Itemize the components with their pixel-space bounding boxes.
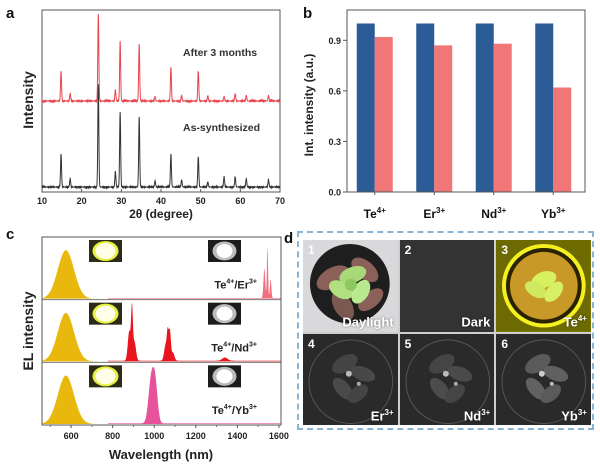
photo-number: 2 [404, 243, 412, 257]
panel-c-frame [41, 236, 282, 426]
y-tick-label: 0.9 [328, 36, 341, 46]
x-tick-label: 30 [116, 196, 126, 206]
inset-visible-led [89, 240, 122, 262]
panel-letter-b: b [303, 5, 312, 22]
x-tick-label: 60 [235, 196, 245, 206]
panel-d-photo-grid: 1 Daylight 2 Dark 3 Te4+ [297, 231, 594, 430]
x-tick-label: 1400 [227, 431, 247, 441]
photo-label: Te4+ [563, 314, 587, 330]
plant-er-image [308, 338, 394, 424]
nir-emission-band [107, 247, 281, 299]
visible-emission-band [42, 375, 108, 424]
x-tick-label: 1200 [186, 431, 206, 441]
nir-emission-band [107, 366, 281, 424]
panel-b-y-ticks: 0.0 0.3 0.6 0.9 [328, 36, 347, 198]
photo-number: 4 [308, 336, 315, 351]
x-tick-label: 20 [77, 196, 87, 206]
inset-visible-led [89, 302, 122, 325]
y-tick-label: 0.6 [328, 86, 341, 96]
panel-letter-a: a [6, 5, 15, 22]
subplot-label: Te4+/Er3+ [214, 279, 257, 292]
visible-emission-band [42, 250, 108, 299]
photo-te-illumination: 3 Te4+ [496, 240, 591, 332]
plant-nd-image [405, 338, 490, 424]
panel-b-bars [356, 23, 572, 193]
x-tick-label: 800 [105, 431, 120, 441]
inset-nir-led [208, 240, 241, 262]
bar-after-te [374, 36, 393, 192]
panel-b-ylabel: Int. intensity (a.u.) [302, 54, 316, 157]
xrd-series-after-3-months [41, 14, 281, 104]
x-tick-label-yb: Yb3+ [541, 206, 566, 221]
photo-label: Dark [461, 314, 491, 330]
bar-after-yb [553, 87, 572, 192]
y-tick-label: 0.3 [328, 137, 341, 147]
visible-emission-band [42, 312, 108, 362]
plant-yb-image [501, 338, 587, 424]
x-tick-label-er: Er3+ [423, 206, 445, 221]
panel-letter-d-wrap: d [284, 230, 293, 247]
panel-c-xlabel: Wavelength (nm) [109, 447, 213, 462]
inset-nir-led [208, 302, 241, 325]
panel-c-el-chart: c Te4+/Er3+ Te4+/Nd3+ Te4+/Yb3+ 600 800 1000… [6, 226, 289, 462]
x-tick-label: 1000 [144, 431, 164, 441]
photo-number: 3 [501, 243, 509, 257]
photo-label: Daylight [342, 314, 394, 330]
panel-a-ylabel: Intensity [20, 71, 36, 129]
legend-after-3-months: After 3 months [183, 47, 257, 59]
photo-label: Nd3+ [463, 407, 491, 423]
x-tick-label: 10 [37, 196, 47, 206]
subplot-label: Te4+/Nd3+ [211, 341, 257, 354]
xrd-series-as-synthesized [41, 84, 281, 190]
panel-a-x-ticks: 10 20 30 40 50 60 70 [37, 189, 285, 206]
plant-te-image [496, 240, 591, 332]
photo-dark: 2 Dark [399, 240, 495, 332]
plant-daylight-image [309, 243, 390, 324]
bar-after-nd [493, 43, 512, 192]
bar-initial-er [416, 23, 435, 193]
photo-number: 6 [501, 336, 509, 351]
x-tick-label: 1600 [269, 431, 289, 441]
panel-b-frame [346, 9, 586, 193]
panel-letter-d: d [284, 230, 293, 247]
panel-c-ylabel: EL intensity [20, 291, 36, 370]
panel-a-xlabel: 2θ (degree) [129, 207, 193, 221]
x-tick-label: 50 [196, 196, 206, 206]
inset-nir-led [208, 365, 241, 388]
photo-label: Er3+ [370, 407, 394, 423]
photo-daylight: 1 Daylight [303, 240, 398, 332]
x-tick-label: 40 [156, 196, 166, 206]
photo-number: 1 [308, 243, 315, 257]
panel-c-subplots: Te4+/Er3+ Te4+/Nd3+ Te4+/Yb3+ [42, 240, 281, 424]
panel-a-xrd-chart: a 10 20 30 40 50 60 70 After 3 months As-synth… [6, 5, 285, 221]
x-tick-label-te: Te4+ [364, 206, 387, 221]
panel-b-x-ticks: Te4+ Er3+ Nd3+ Yb3+ [364, 192, 566, 221]
el-subplot-nd: Te4+/Nd3+ [42, 302, 281, 363]
x-tick-label: 70 [275, 196, 285, 206]
bar-initial-te [356, 23, 375, 193]
panel-c-x-ticks: 600 800 1000 1200 1400 1600 [49, 425, 289, 441]
panel-a-series-group [41, 14, 281, 190]
inset-visible-led [89, 365, 122, 388]
bar-after-er [434, 45, 453, 193]
bar-initial-yb [535, 23, 554, 193]
subplot-label: Te4+/Yb3+ [212, 404, 257, 417]
photo-yb-illumination: 6 Yb3+ [496, 333, 591, 425]
photo-label: Yb3+ [561, 407, 587, 423]
photo-er-illumination: 4 Er3+ [303, 333, 398, 425]
el-subplot-er: Te4+/Er3+ [42, 240, 281, 301]
el-subplot-yb: Te4+/Yb3+ [42, 365, 281, 424]
y-tick-label: 0.0 [328, 188, 341, 198]
panel-letter-c: c [6, 226, 14, 243]
legend-as-synthesized: As-synthesized [183, 122, 260, 134]
bar-initial-nd [475, 23, 494, 193]
photo-number: 5 [404, 336, 412, 351]
x-tick-label: 600 [64, 431, 79, 441]
photo-nd-illumination: 5 Nd3+ [399, 333, 495, 425]
x-tick-label-nd: Nd3+ [481, 206, 506, 221]
panel-b-bar-chart: b 0.0 0.3 0.6 0.9 Te4+ Er3+ Nd3+ Yb3+ Int. int… [302, 5, 586, 221]
nir-emission-band [107, 302, 281, 362]
